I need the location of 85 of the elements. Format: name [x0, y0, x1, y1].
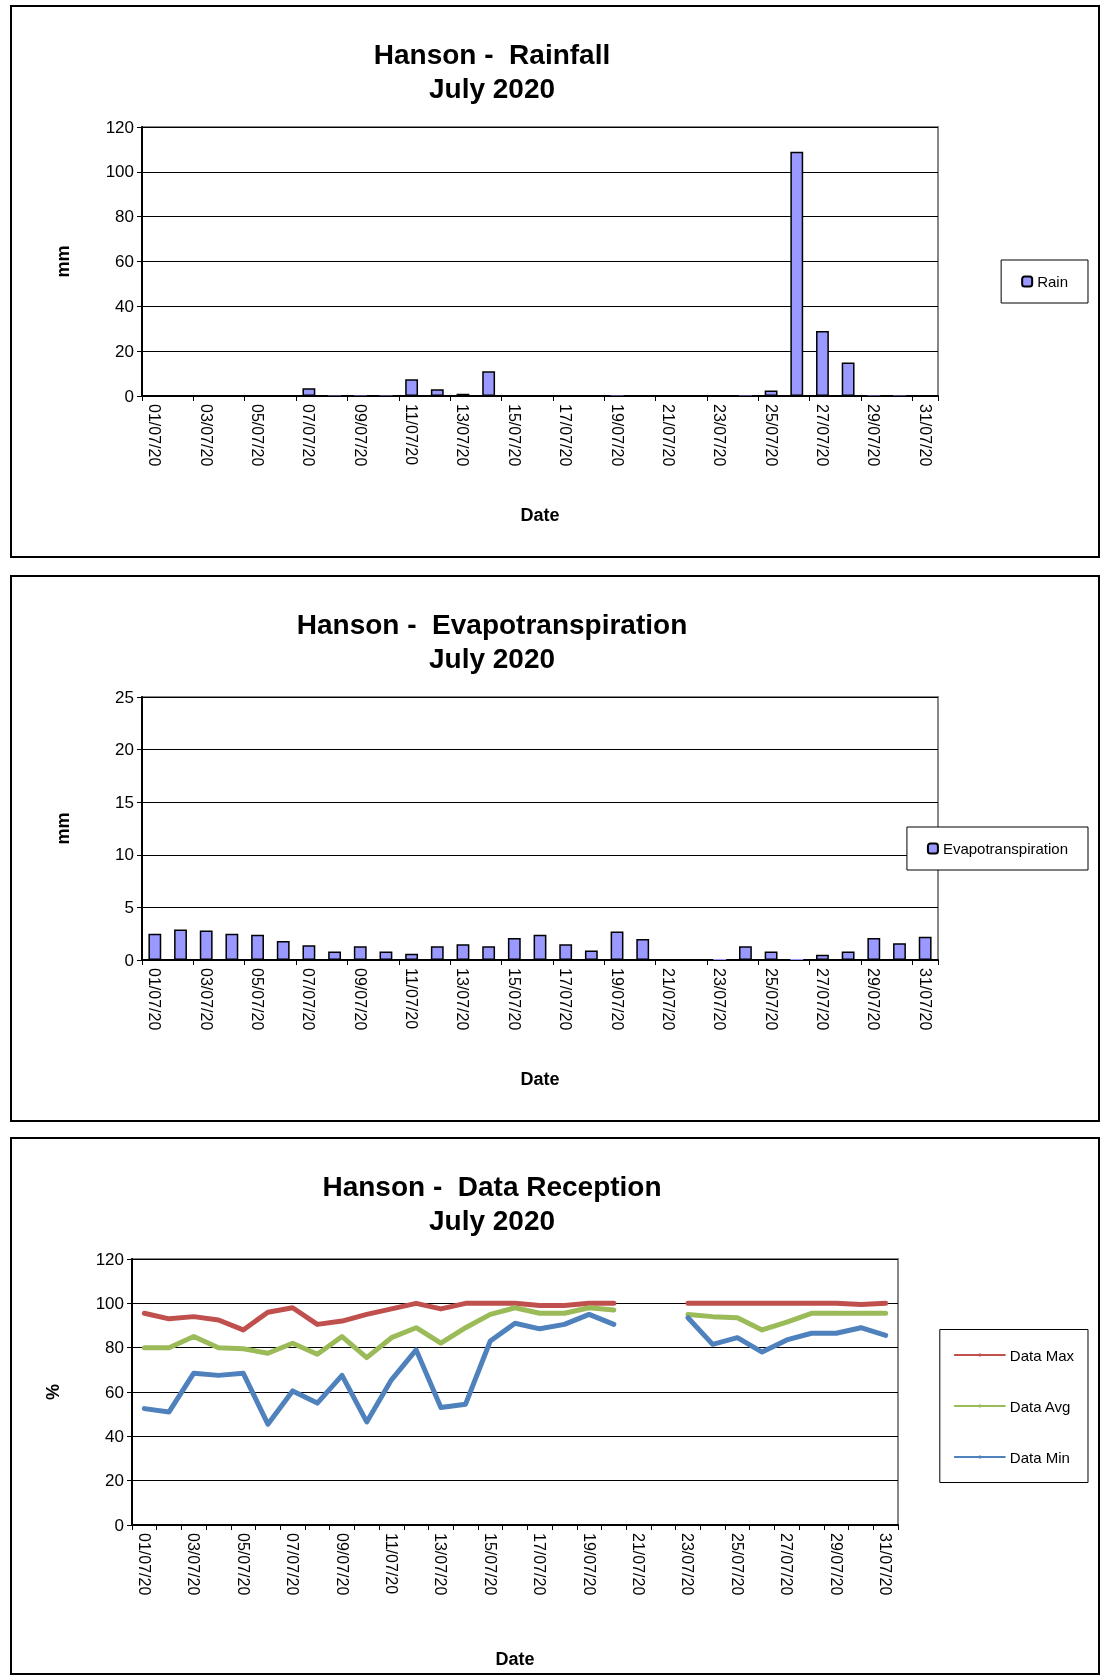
x-tick-label: 19/07/20 — [580, 1533, 598, 1596]
y-tick-label: 10 — [115, 845, 134, 865]
chart-title: Hanson - Data Reception — [322, 1170, 662, 1202]
x-tick-label: 19/07/20 — [608, 404, 626, 467]
x-tick-label: 23/07/20 — [711, 404, 729, 467]
x-tick-label: 15/07/20 — [481, 1533, 499, 1596]
y-tick-label: 60 — [105, 1382, 124, 1402]
x-tick-label: 09/07/20 — [351, 404, 369, 467]
x-tick-label: 27/07/20 — [778, 1533, 796, 1596]
x-tick-label: 17/07/20 — [531, 1533, 549, 1596]
legend-label: Data Min — [1009, 1448, 1070, 1466]
x-tick-label: 05/07/20 — [234, 1533, 252, 1596]
x-tick-label: 27/07/20 — [813, 968, 831, 1031]
x-tick-label: 05/07/20 — [249, 404, 267, 467]
x-tick-label: 03/07/20 — [185, 1533, 203, 1596]
y-tick-label: 20 — [115, 341, 134, 361]
legend-label: Evapotranspiration — [942, 840, 1068, 857]
legend-label: Data Max — [1009, 1346, 1075, 1364]
y-tick-label: 60 — [115, 252, 134, 271]
x-tick-label: 01/07/20 — [146, 404, 164, 467]
x-tick-label: 23/07/20 — [679, 1533, 697, 1596]
y-tick-label: 5 — [124, 897, 134, 917]
y-tick-label: 80 — [105, 1338, 124, 1358]
x-tick-label: 31/07/20 — [916, 404, 934, 467]
y-tick-label: 100 — [95, 1293, 124, 1313]
x-tick-label: 13/07/20 — [454, 404, 472, 467]
y-axis-title: mm — [53, 245, 73, 278]
y-tick-label: 40 — [105, 1426, 124, 1446]
y-tick-label: 20 — [105, 1471, 124, 1491]
x-axis-title: Date — [495, 1649, 535, 1669]
x-tick-label: 27/07/20 — [813, 404, 831, 467]
x-tick-label: 23/07/20 — [711, 968, 729, 1031]
legend-label: Data Avg — [1009, 1397, 1071, 1415]
x-tick-label: 25/07/20 — [762, 968, 780, 1031]
x-tick-label: 19/07/20 — [608, 968, 626, 1031]
x-tick-label: 11/07/20 — [403, 404, 421, 466]
x-tick-label: 21/07/20 — [630, 1533, 648, 1596]
x-tick-label: 11/07/20 — [403, 968, 421, 1030]
x-tick-label: 05/07/20 — [249, 968, 267, 1031]
x-tick-label: 21/07/20 — [659, 404, 677, 467]
x-tick-label: 07/07/20 — [300, 968, 318, 1031]
x-tick-label: 03/07/20 — [197, 404, 215, 467]
x-tick-label: 13/07/20 — [432, 1533, 450, 1596]
x-tick-label: 21/07/20 — [659, 968, 677, 1031]
x-tick-label: 01/07/20 — [146, 968, 164, 1031]
y-axis-title: % — [43, 1383, 63, 1401]
y-axis-title: mm — [53, 812, 73, 845]
chart-title: Hanson - Rainfall — [373, 38, 611, 70]
x-tick-label: 29/07/20 — [827, 1533, 845, 1596]
chart-subtitle: July 2020 — [428, 1204, 556, 1236]
x-axis-title: Date — [520, 1069, 560, 1089]
x-tick-label: 17/07/20 — [557, 404, 575, 467]
y-tick-label: 120 — [95, 1249, 124, 1269]
chart-title: Hanson - Evapotranspiration — [296, 608, 688, 640]
x-tick-label: 25/07/20 — [728, 1533, 746, 1596]
x-tick-label: 11/07/20 — [382, 1533, 400, 1595]
x-tick-label: 13/07/20 — [454, 968, 472, 1031]
x-tick-label: 09/07/20 — [351, 968, 369, 1031]
x-tick-label: 29/07/20 — [865, 968, 883, 1031]
y-tick-label: 0 — [124, 386, 134, 406]
x-axis-title: Date — [520, 505, 560, 525]
x-tick-label: 31/07/20 — [916, 968, 934, 1031]
chart-subtitle: July 2020 — [428, 642, 556, 674]
x-tick-label: 01/07/20 — [135, 1533, 153, 1596]
x-tick-label: 31/07/20 — [877, 1533, 895, 1596]
y-tick-label: 20 — [115, 740, 134, 760]
x-tick-label: 07/07/20 — [284, 1533, 302, 1596]
y-tick-label: 0 — [114, 1515, 124, 1535]
x-tick-label: 29/07/20 — [865, 404, 883, 467]
x-tick-label: 17/07/20 — [557, 968, 575, 1031]
y-tick-label: 120 — [105, 117, 134, 137]
legend-label: Rain — [1037, 273, 1069, 290]
x-tick-label: 09/07/20 — [333, 1533, 351, 1596]
y-tick-label: 100 — [105, 162, 134, 182]
y-tick-label: 80 — [115, 207, 134, 227]
y-tick-label: 40 — [115, 296, 134, 316]
x-tick-label: 03/07/20 — [197, 968, 215, 1031]
y-tick-label: 25 — [115, 687, 134, 707]
x-tick-label: 07/07/20 — [300, 404, 318, 467]
y-tick-label: 15 — [115, 792, 134, 812]
x-tick-label: 25/07/20 — [762, 404, 780, 467]
x-tick-label: 15/07/20 — [505, 404, 523, 467]
x-tick-label: 15/07/20 — [505, 968, 523, 1031]
y-tick-label: 0 — [124, 950, 134, 970]
chart-subtitle: July 2020 — [428, 72, 556, 104]
